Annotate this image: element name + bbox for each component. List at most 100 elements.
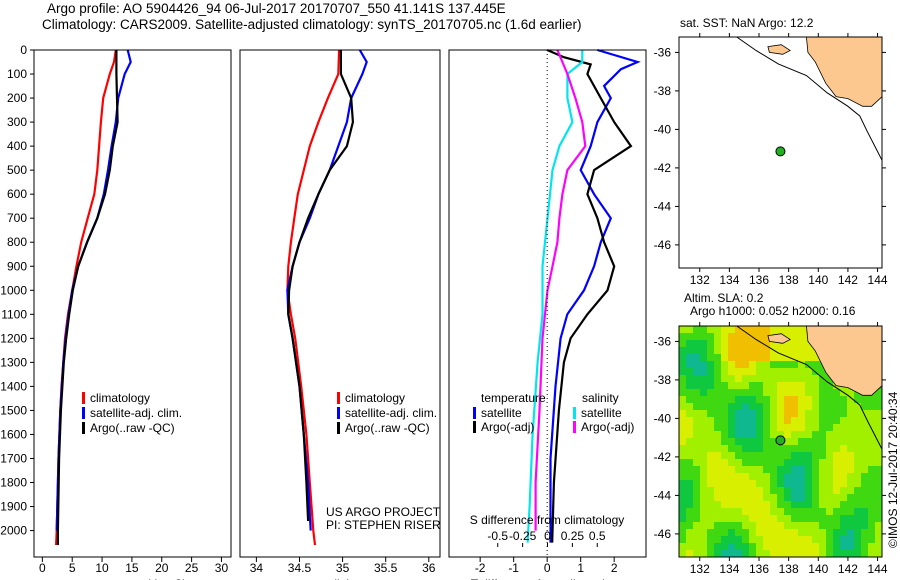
sla-cell <box>700 543 707 550</box>
lon-tick-label: 134 <box>719 273 739 287</box>
sla-cell <box>833 529 840 536</box>
lon-tick-label: 134 <box>719 562 739 576</box>
y-tick-label: 1300 <box>0 355 27 369</box>
sla-cell <box>742 501 749 508</box>
sla-cell <box>742 515 749 522</box>
sla-cell <box>861 508 868 515</box>
legend-entry: climatology <box>90 391 150 405</box>
sla-cell <box>777 417 784 424</box>
sla-cell <box>763 417 770 424</box>
sla-cell <box>875 389 882 396</box>
sla-cell <box>742 347 749 354</box>
sla-cell <box>721 487 728 494</box>
sla-cell <box>742 543 749 550</box>
sla-cell <box>819 396 826 403</box>
sla-cell <box>784 522 791 529</box>
sla-cell <box>777 466 784 473</box>
sla-cell <box>861 529 868 536</box>
sla-cell <box>756 326 763 333</box>
sla-cell <box>735 403 742 410</box>
plot-frame <box>33 49 232 558</box>
sla-cell <box>742 480 749 487</box>
sla-cell <box>735 347 742 354</box>
sla-cell <box>700 424 707 431</box>
sla-cell <box>777 368 784 375</box>
sla-cell <box>861 515 868 522</box>
sla-cell <box>770 410 777 417</box>
sla-cell <box>861 494 868 501</box>
title-line2: Climatology: CARS2009. Satellite-adjuste… <box>42 17 582 32</box>
sla-cell <box>679 529 686 536</box>
sla-cell <box>735 452 742 459</box>
sla-cell <box>847 466 854 473</box>
sla-cell <box>763 550 770 557</box>
sla-cell <box>861 550 868 557</box>
sla-cell <box>798 431 805 438</box>
sla-cell <box>798 403 805 410</box>
map-frame <box>678 36 883 269</box>
legend-entry: satellite-adj. clim. <box>345 406 437 420</box>
sla-cell <box>805 368 812 375</box>
sla-cell <box>791 494 798 501</box>
sla-cell <box>749 452 756 459</box>
sla-cell <box>721 452 728 459</box>
s-axis-label: S difference from climatology <box>470 513 625 527</box>
sla-cell <box>840 536 847 543</box>
x-tick-label: 36 <box>422 561 436 575</box>
sla-cell <box>721 361 728 368</box>
sla-cell <box>686 445 693 452</box>
legend-swatch <box>82 407 85 419</box>
sla-cell <box>861 480 868 487</box>
y-tick-label: 1400 <box>0 379 27 393</box>
sla-cell <box>840 550 847 557</box>
sla-cell <box>770 340 777 347</box>
sla-cell <box>826 515 833 522</box>
sla-cell <box>728 536 735 543</box>
sla-cell <box>693 375 700 382</box>
sla-cell <box>861 396 868 403</box>
sla-cell <box>707 347 714 354</box>
sla-cell <box>805 354 812 361</box>
sla-cell <box>714 326 721 333</box>
sla-cell <box>805 473 812 480</box>
sla-cell <box>854 424 861 431</box>
lat-tick-label: -38 <box>654 373 672 387</box>
sla-cell <box>763 333 770 340</box>
sla-cell <box>749 368 756 375</box>
sla-cell <box>784 326 791 333</box>
sla-cell <box>854 515 861 522</box>
sla-cell <box>826 529 833 536</box>
sla-cell <box>700 466 707 473</box>
sla-cell <box>770 389 777 396</box>
sla-cell <box>763 368 770 375</box>
y-tick-label: 1200 <box>0 331 27 345</box>
sla-cell <box>819 410 826 417</box>
sla-cell <box>805 424 812 431</box>
sla-cell <box>868 403 875 410</box>
series-line-satellite-adj-clim- <box>286 49 368 531</box>
sla-cell <box>686 501 693 508</box>
sla-cell <box>735 529 742 536</box>
sla-cell <box>686 522 693 529</box>
sla-cell <box>686 452 693 459</box>
sla-cell <box>819 368 826 375</box>
y-tick-label: 1600 <box>0 427 27 441</box>
sla-cell <box>749 375 756 382</box>
sla-cell <box>847 452 854 459</box>
sla-cell <box>798 445 805 452</box>
sla-cell <box>756 375 763 382</box>
sla-cell <box>735 466 742 473</box>
sla-cell <box>770 522 777 529</box>
sla-cell <box>686 403 693 410</box>
sla-cell <box>854 396 861 403</box>
sla-cell <box>749 340 756 347</box>
sla-cell <box>707 382 714 389</box>
sla-cell <box>721 550 728 557</box>
sla-cell <box>721 340 728 347</box>
sla-cell <box>693 522 700 529</box>
sla-cell <box>686 424 693 431</box>
sla-cell <box>847 403 854 410</box>
sla-cell <box>756 368 763 375</box>
sla-cell <box>742 550 749 557</box>
sla-cell <box>777 515 784 522</box>
